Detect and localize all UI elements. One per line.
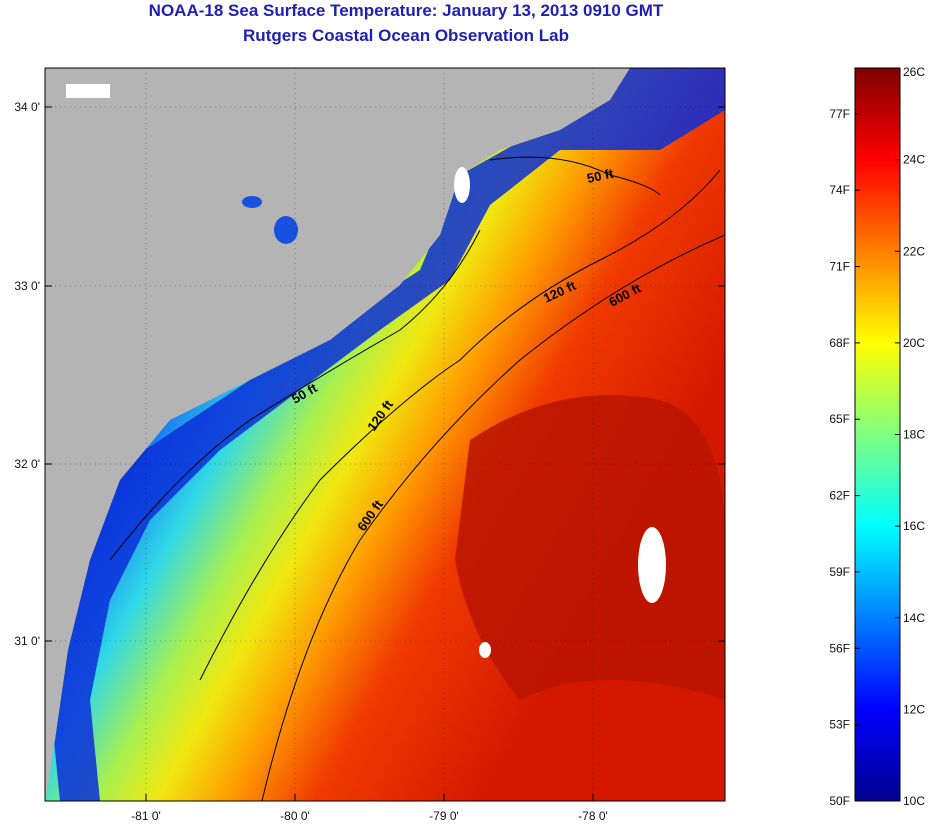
latitude-label: 34 0' [14,100,40,114]
cloud-mask-3 [479,642,491,658]
cloud-mask-4 [66,84,110,98]
cloud-mask [454,167,470,203]
latitude-label: 33 0' [14,279,40,293]
map-frame [44,67,726,802]
colorbar-label-fahrenheit: 56F [829,641,850,655]
colorbar-label-celsius: 24C [903,153,925,167]
colorbar-label-fahrenheit: 68F [829,336,850,350]
map-subtitle: Rutgers Coastal Ocean Observation Lab [243,26,569,45]
lake-blob-2 [242,196,262,208]
longitude-label: -79 0' [429,809,459,823]
warm-water-core [455,395,725,700]
colorbar-label-fahrenheit: 71F [829,260,850,274]
colorbar-label-fahrenheit: 62F [829,489,850,503]
colorbar-label-fahrenheit: 59F [829,565,850,579]
longitude-label: -80 0' [280,809,310,823]
latitude-label: 31 0' [14,634,40,648]
colorbar-label-fahrenheit: 74F [829,183,850,197]
colorbar-label-celsius: 20C [903,336,925,350]
cold-nearshore-water [50,68,725,801]
colorbar-label-celsius: 18C [903,428,925,442]
colorbar-label-fahrenheit: 50F [829,794,850,808]
contour-50ft-north [489,156,661,196]
colorbar-label-fahrenheit: 53F [829,718,850,732]
longitude-label: -78 0' [578,809,608,823]
temperature-colorbar [854,67,901,802]
land-mass [45,68,630,801]
colorbar-label-fahrenheit: 65F [829,412,850,426]
colorbar-label-celsius: 10C [903,794,925,808]
map-title: NOAA-18 Sea Surface Temperature: January… [148,1,664,20]
contour-50ft [109,229,481,561]
lake-blob [274,216,298,244]
colorbar-label-celsius: 22C [903,244,925,258]
longitude-label: -81 0' [131,809,161,823]
colorbar-ticks: 26C 24C 22C 20C 18C 16C 14C 12C 10C 77F 74F 71F 68F 6… [829,65,925,808]
colorbar-label-fahrenheit: 77F [829,107,850,121]
contour-label: 50 ft [586,166,616,186]
colorbar-label-celsius: 14C [903,611,925,625]
cloud-mask-2 [638,527,666,603]
colorbar-label-celsius: 12C [903,702,925,716]
colorbar-label-celsius: 26C [903,65,925,79]
latitude-label: 32 0' [14,457,40,471]
colorbar-label-celsius: 16C [903,519,925,533]
contour-120ft [199,169,721,681]
contour-600ft [261,234,725,801]
